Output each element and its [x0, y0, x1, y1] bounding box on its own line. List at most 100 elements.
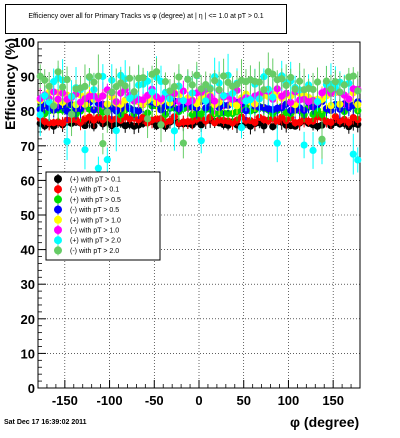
data-point: [166, 117, 174, 125]
data-point: [63, 75, 71, 84]
data-point: [184, 75, 192, 83]
data-point: [126, 74, 134, 82]
legend: (+) with pT > 0.1 (-) with pT > 0.1 (+) wi…: [45, 171, 161, 261]
data-point: [336, 88, 344, 96]
data-point: [269, 123, 277, 131]
data-point: [260, 86, 268, 94]
data-point: [318, 135, 326, 143]
data-point: [269, 70, 277, 78]
x-axis-label: φ (degree): [290, 414, 360, 430]
x-tick-label: 0: [195, 393, 202, 408]
data-point: [50, 102, 58, 110]
data-point: [273, 118, 281, 126]
data-point: [331, 78, 340, 86]
data-point: [322, 77, 331, 85]
y-tick-label: 20: [21, 312, 35, 327]
data-point: [255, 78, 263, 86]
data-point: [63, 137, 71, 146]
data-point: [36, 111, 44, 119]
data-point: [251, 118, 259, 127]
data-point: [139, 96, 147, 104]
data-point: [354, 156, 362, 164]
data-point: [282, 81, 290, 89]
data-point: [260, 122, 268, 130]
y-axis-label: Efficiency (%): [1, 38, 18, 130]
data-point: [233, 102, 241, 110]
data-point: [211, 97, 219, 105]
data-point: [67, 110, 76, 118]
data-point: [81, 82, 89, 90]
data-point: [300, 141, 308, 149]
y-tick-label: 30: [21, 277, 35, 292]
data-point: [269, 93, 277, 101]
data-point: [81, 146, 89, 154]
data-point: [202, 81, 210, 89]
data-point: [219, 72, 228, 80]
x-tick-label: -50: [145, 393, 164, 408]
legend-entry: (+) with pT > 1.0: [70, 217, 121, 224]
data-point: [327, 85, 335, 93]
timestamp-footer: Sat Dec 17 16:39:02 2011: [4, 419, 87, 426]
data-point: [237, 123, 246, 132]
data-point: [166, 87, 174, 95]
data-point: [197, 137, 205, 145]
data-point: [287, 98, 295, 107]
legend-entry: (-) with pT > 1.0: [70, 228, 119, 235]
legend-box: [45, 171, 161, 261]
data-point: [90, 106, 98, 114]
legend-entry: (-) with pT > 0.1: [70, 187, 119, 194]
x-tick-label: 50: [236, 393, 250, 408]
legend-entry: (-) with pT > 2.0: [70, 248, 119, 255]
data-point: [327, 118, 335, 126]
data-point: [188, 81, 196, 89]
data-point: [278, 75, 286, 83]
y-tick-label: 60: [21, 173, 35, 188]
y-tick-label: 10: [21, 346, 35, 361]
data-point: [291, 85, 299, 93]
legend-entry: (+) with pT > 0.5: [70, 197, 121, 204]
data-point: [309, 85, 317, 94]
data-point: [139, 74, 147, 82]
data-point: [58, 83, 67, 91]
data-point: [99, 140, 107, 148]
data-point: [340, 81, 348, 89]
data-point: [41, 76, 49, 84]
data-point: [215, 86, 223, 94]
y-tick-label: 0: [28, 381, 35, 396]
data-marks: [36, 52, 362, 180]
data-point: [45, 82, 53, 90]
data-point: [103, 156, 111, 164]
data-point: [143, 115, 152, 123]
data-point: [345, 118, 353, 127]
data-point: [85, 73, 94, 81]
data-point: [54, 68, 62, 76]
y-tick-label: 50: [21, 208, 35, 223]
data-point: [170, 82, 179, 91]
data-point: [170, 127, 179, 135]
x-tick-label: 100: [278, 393, 300, 408]
series-7: [36, 52, 362, 159]
data-point: [349, 72, 357, 80]
data-point: [296, 77, 304, 85]
data-point: [345, 95, 353, 103]
data-point: [318, 110, 326, 119]
y-tick-label: 100: [13, 35, 35, 50]
legend-entry: (-) with pT > 0.5: [70, 207, 119, 214]
data-point: [175, 73, 183, 81]
axes: 0 10 20 30 40 50 60 70 80 90 100 -150 -100 -50 0 50 100 1…: [13, 35, 361, 408]
data-point: [309, 146, 317, 155]
data-point: [103, 108, 111, 116]
data-point: [157, 121, 165, 129]
legend-entry: (+) with pT > 2.0: [70, 238, 121, 245]
data-point: [354, 87, 362, 95]
data-point: [206, 85, 214, 93]
data-point: [99, 92, 107, 100]
x-tick-label: -100: [97, 393, 123, 408]
data-point: [179, 97, 187, 105]
data-point: [90, 78, 98, 86]
data-point: [287, 73, 295, 82]
data-point: [148, 88, 156, 96]
chart-title: Efficiency over all for Primary Tracks v…: [28, 13, 264, 20]
data-point: [179, 139, 187, 147]
